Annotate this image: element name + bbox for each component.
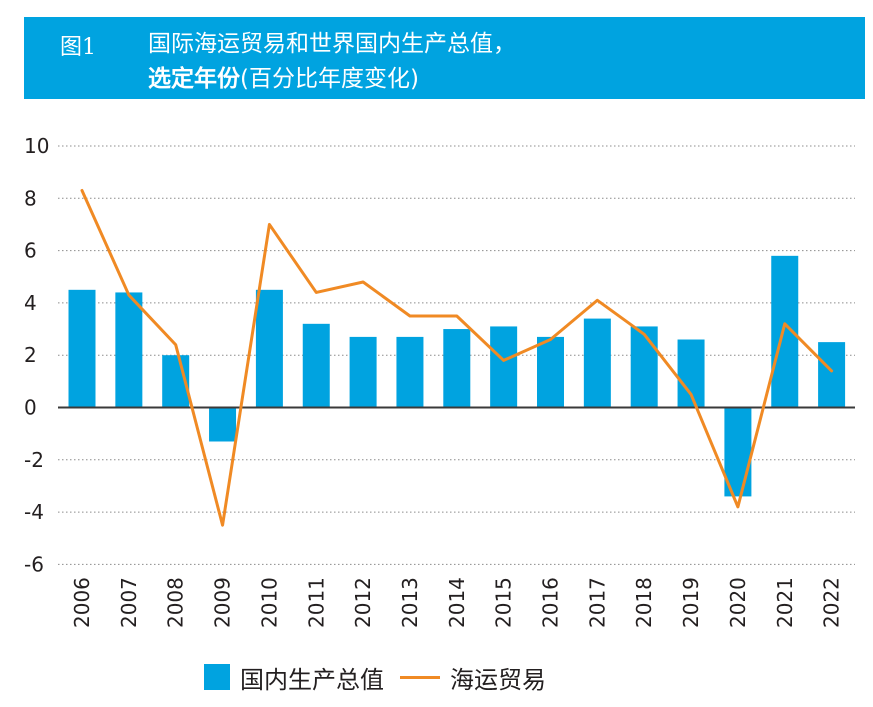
legend-label-gdp: 国内生产总值 <box>240 665 384 694</box>
y-tick-label: -4 <box>24 500 44 524</box>
legend-label-trade: 海运贸易 <box>450 665 546 694</box>
bar <box>68 289 96 408</box>
bar-series <box>68 255 846 497</box>
chart-title-line2: 选定年份(百分比年度变化) <box>148 62 516 97</box>
x-tick-label: 2020 <box>726 577 750 628</box>
bar <box>255 289 283 408</box>
y-axis-ticks: 10 8 6 4 2 0 -2 -4 -6 <box>24 134 49 576</box>
y-tick-label: -2 <box>24 448 44 472</box>
x-tick-label: 2014 <box>445 577 469 628</box>
x-tick-label: 2012 <box>351 577 375 628</box>
x-tick-label: 2017 <box>585 577 609 628</box>
bar <box>209 407 237 442</box>
chart-title-line2-bold: 选定年份 <box>148 66 240 92</box>
x-tick-label: 2008 <box>164 577 188 628</box>
legend-swatch-trade <box>400 675 440 679</box>
x-axis-ticks: 2006 2007 2008 2009 2010 2011 2012 2013 2014 2015… <box>70 577 844 628</box>
y-tick-label: 4 <box>24 291 37 315</box>
chart-title-line2-rest: (百分比年度变化) <box>240 66 419 92</box>
bar <box>115 292 143 408</box>
chart-title-line1: 国际海运贸易和世界国内生产总值， <box>148 31 516 57</box>
x-tick-label: 2021 <box>773 577 797 628</box>
figure-number: 图1 <box>60 35 96 60</box>
bar <box>583 318 611 408</box>
y-tick-label: -6 <box>24 552 44 576</box>
x-tick-label: 2006 <box>70 577 94 628</box>
y-tick-label: 8 <box>24 186 37 210</box>
bar <box>818 342 846 408</box>
x-tick-label: 2015 <box>492 577 516 628</box>
y-tick-label: 0 <box>24 396 37 420</box>
bar <box>630 326 658 408</box>
y-tick-label: 6 <box>24 239 37 263</box>
x-tick-label: 2022 <box>820 577 844 628</box>
legend-swatch-gdp <box>204 664 230 690</box>
x-tick-label: 2016 <box>539 577 563 628</box>
gridlines <box>58 145 855 565</box>
bar <box>302 323 330 408</box>
y-tick-label: 2 <box>24 343 37 367</box>
x-tick-label: 2010 <box>257 577 281 628</box>
bar <box>443 329 471 408</box>
x-tick-label: 2013 <box>398 577 422 628</box>
x-tick-label: 2018 <box>632 577 656 628</box>
bar <box>349 336 377 408</box>
bar <box>396 336 424 408</box>
chart-title: 国际海运贸易和世界国内生产总值， 选定年份(百分比年度变化) <box>148 27 516 97</box>
legend: 国内生产总值 海运贸易 <box>204 661 546 694</box>
line-series <box>80 188 834 527</box>
y-tick-label: 10 <box>24 134 49 158</box>
bar <box>537 336 564 408</box>
x-tick-label: 2009 <box>211 577 235 628</box>
bar <box>490 326 518 408</box>
x-tick-label: 2007 <box>117 577 141 628</box>
x-tick-label: 2019 <box>679 577 703 628</box>
x-tick-label: 2011 <box>304 577 328 628</box>
title-banner <box>24 17 865 99</box>
